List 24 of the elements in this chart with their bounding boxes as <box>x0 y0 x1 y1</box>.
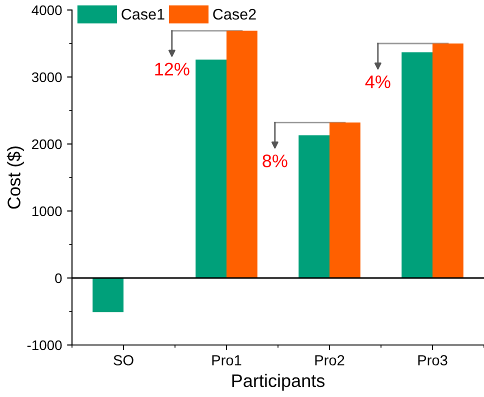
y-tick-label: 3000 <box>32 72 62 82</box>
bar <box>196 60 226 278</box>
x-tick-label: SO <box>114 355 134 366</box>
y-tick-label: 4000 <box>32 5 62 16</box>
bar <box>92 278 124 312</box>
annotation: 8% <box>262 154 288 168</box>
y-axis-title: Cost ($) <box>6 146 24 209</box>
y-tick-label: 2000 <box>32 139 62 150</box>
x-axis-title: Participants <box>232 374 325 391</box>
legend-label: Case2 <box>213 8 256 20</box>
bar <box>432 44 464 278</box>
bar <box>402 52 432 278</box>
x-tick-label: Pro3 <box>418 355 448 366</box>
annotation: 4% <box>365 76 390 88</box>
x-tick-label: Pro2 <box>315 355 344 366</box>
y-tick-label: -1000 <box>27 340 62 350</box>
bar <box>330 122 360 278</box>
y-tick-label: 1000 <box>32 206 62 216</box>
legend-label: Case1 <box>122 8 164 20</box>
x-tick-label: Pro1 <box>212 355 242 366</box>
y-tick-label: 0 <box>55 273 62 284</box>
bar <box>298 135 330 278</box>
annotation: 12% <box>155 62 190 76</box>
bar <box>226 30 258 278</box>
